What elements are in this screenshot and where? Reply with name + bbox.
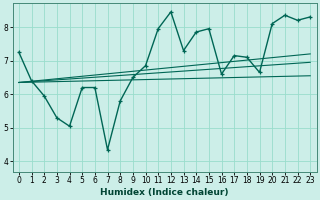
X-axis label: Humidex (Indice chaleur): Humidex (Indice chaleur) [100, 188, 229, 197]
